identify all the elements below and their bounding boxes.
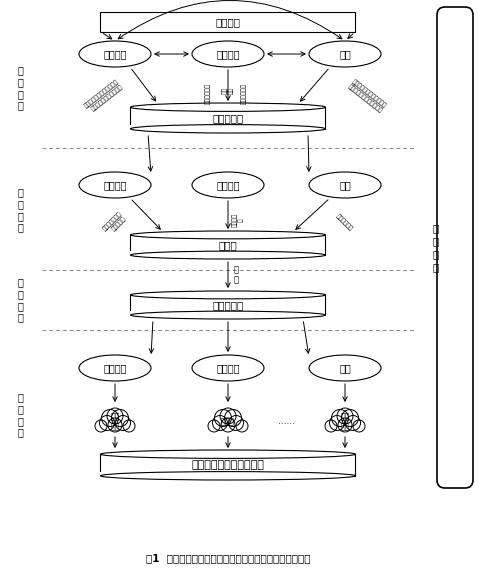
Circle shape — [102, 410, 118, 426]
Text: 政府部门: 政府部门 — [216, 363, 240, 373]
Bar — [130, 311, 326, 319]
Ellipse shape — [130, 291, 326, 299]
Bar — [101, 471, 355, 480]
Circle shape — [330, 415, 344, 430]
Bar — [101, 12, 355, 32]
Circle shape — [225, 410, 241, 426]
Text: 政府部门: 政府部门 — [216, 49, 240, 59]
Text: 市场: 市场 — [339, 180, 351, 190]
Circle shape — [107, 408, 123, 424]
Circle shape — [108, 418, 122, 432]
Circle shape — [213, 415, 228, 430]
Text: 数据
挖掘: 数据 挖掘 — [110, 413, 120, 432]
Bar — [130, 107, 326, 129]
Ellipse shape — [130, 251, 326, 259]
Ellipse shape — [130, 125, 326, 133]
Ellipse shape — [309, 172, 381, 198]
Circle shape — [123, 420, 135, 432]
Text: 专门领域信息资源、文献资
源、民意、网络资源采集: 专门领域信息资源、文献资 源、民意、网络资源采集 — [83, 78, 124, 114]
Ellipse shape — [79, 355, 151, 381]
Circle shape — [221, 418, 235, 432]
Text: 分类、标引、数
据库技术等: 分类、标引、数 据库技术等 — [102, 211, 127, 237]
Text: 云计算: 云计算 — [221, 418, 235, 426]
Ellipse shape — [79, 172, 151, 198]
Text: 协
同
机
制: 协 同 机 制 — [433, 223, 439, 272]
Ellipse shape — [130, 231, 326, 239]
Text: 信
息
分
析: 信 息 分 析 — [17, 392, 23, 437]
Circle shape — [95, 420, 107, 432]
Circle shape — [115, 415, 130, 430]
Text: 公共部门: 公共部门 — [103, 49, 127, 59]
Text: 专门领域信息资源、文献信
息、民意、网络资源等采集: 专门领域信息资源、文献信 息、民意、网络资源等采集 — [346, 78, 387, 114]
Text: 协同关系: 协同关系 — [216, 17, 240, 27]
Text: 信
息
共
享: 信 息 共 享 — [17, 278, 23, 323]
Text: 公共部门: 公共部门 — [103, 180, 127, 190]
Circle shape — [342, 410, 358, 426]
Text: 网络资源采集: 网络资源采集 — [241, 83, 247, 104]
Bar — [130, 295, 326, 315]
Circle shape — [236, 420, 248, 432]
Bar — [130, 125, 326, 133]
Text: 数据库: 数据库 — [218, 240, 238, 250]
Circle shape — [338, 418, 352, 432]
Ellipse shape — [130, 311, 326, 319]
Text: 模型
预测: 模型 预测 — [341, 413, 350, 432]
Circle shape — [337, 408, 353, 424]
Text: 公共部门: 公共部门 — [103, 363, 127, 373]
Ellipse shape — [192, 355, 264, 381]
Ellipse shape — [101, 471, 355, 480]
Circle shape — [112, 410, 128, 426]
Bar — [130, 251, 326, 259]
Circle shape — [215, 410, 231, 426]
Text: 市场: 市场 — [339, 363, 351, 373]
Ellipse shape — [309, 41, 381, 67]
Text: 信
息
组
织: 信 息 组 织 — [17, 188, 23, 233]
Text: 市场: 市场 — [339, 49, 351, 59]
Text: 大数据平台: 大数据平台 — [212, 300, 244, 310]
Circle shape — [208, 420, 220, 432]
Text: 信
息
采
集: 信 息 采 集 — [17, 66, 23, 110]
Ellipse shape — [130, 103, 326, 111]
Text: 图1  大数据环境下面向政府决策的信息资源协同开发模式: 图1 大数据环境下面向政府决策的信息资源协同开发模式 — [146, 553, 310, 563]
Circle shape — [353, 420, 365, 432]
Bar — [101, 454, 355, 476]
Circle shape — [331, 410, 349, 426]
Circle shape — [220, 408, 236, 424]
Text: 政府部门: 政府部门 — [216, 180, 240, 190]
FancyBboxPatch shape — [437, 7, 473, 488]
Text: 数据库技
术: 数据库技 术 — [232, 213, 244, 227]
Ellipse shape — [101, 450, 355, 458]
Text: ……: …… — [278, 418, 295, 426]
Text: 数据库技术等: 数据库技术等 — [335, 213, 354, 232]
Ellipse shape — [192, 41, 264, 67]
Ellipse shape — [309, 355, 381, 381]
Circle shape — [345, 415, 361, 430]
Text: 大数据资源: 大数据资源 — [212, 113, 244, 123]
Ellipse shape — [79, 41, 151, 67]
Text: 民意
调查: 民意 调查 — [222, 87, 234, 94]
Circle shape — [228, 415, 243, 430]
Circle shape — [100, 415, 114, 430]
Text: 面向政府决策的信息资源: 面向政府决策的信息资源 — [192, 460, 264, 470]
Circle shape — [325, 420, 337, 432]
Text: 发
布: 发 布 — [234, 265, 239, 284]
Ellipse shape — [192, 172, 264, 198]
Bar — [130, 235, 326, 255]
Text: 开放政府资源: 开放政府资源 — [205, 83, 211, 104]
